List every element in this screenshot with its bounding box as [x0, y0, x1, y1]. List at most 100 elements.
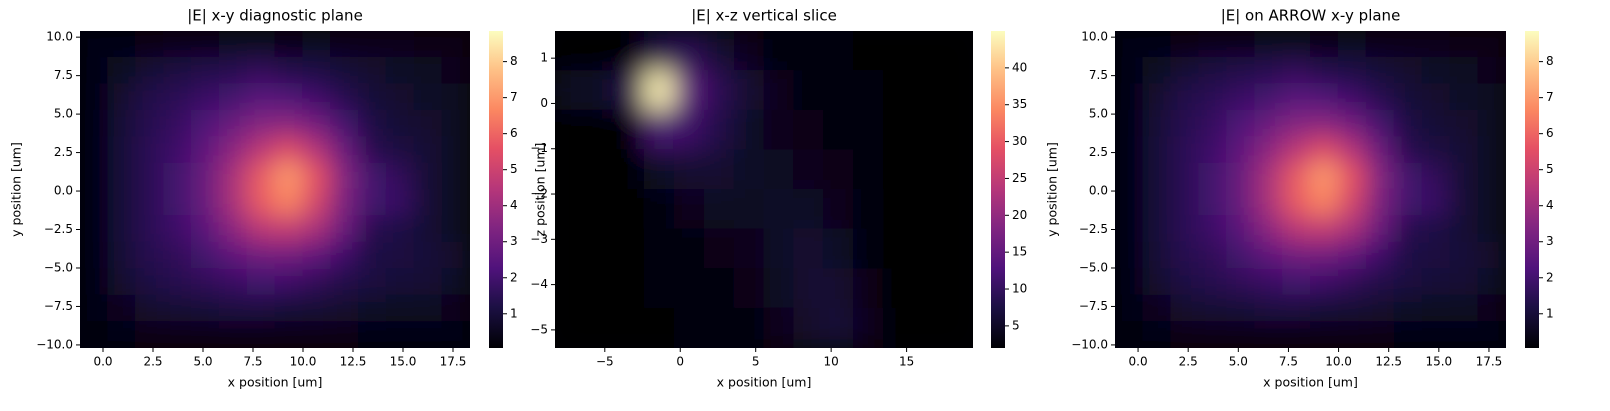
- heatmap-cell: [614, 109, 646, 151]
- heatmap-cells: [80, 31, 470, 348]
- heatmap-cell: [302, 31, 332, 58]
- heatmap-cell: [733, 149, 765, 190]
- heatmap-cell: [793, 268, 825, 309]
- heatmap-cell: [1142, 215, 1172, 243]
- heatmap-cell: [1170, 109, 1200, 138]
- heatmap-cell: [358, 31, 387, 58]
- heatmap-cell: [555, 31, 586, 72]
- heatmap-cell: [1310, 189, 1339, 217]
- heatmap-cell: [673, 70, 705, 111]
- y-tick-label: 2.5: [54, 145, 73, 159]
- heatmap-cell: [218, 215, 248, 243]
- heatmap-cell: [302, 215, 332, 243]
- heatmap-cell: [912, 70, 944, 111]
- x-tick-label: 0: [676, 355, 684, 369]
- heatmap-cell: [441, 321, 470, 348]
- heatmap-cell: [703, 70, 735, 111]
- heatmap-cell: [1365, 189, 1395, 217]
- heatmap-cell: [330, 83, 360, 111]
- x-tick-label: 2.5: [1179, 355, 1198, 369]
- heatmap-cell: [1226, 294, 1256, 323]
- heatmap-cell: [1310, 294, 1339, 323]
- y-tick-label: −5.0: [1079, 260, 1108, 274]
- heatmap-cell: [1142, 241, 1172, 270]
- heatmap-cell: [1115, 268, 1144, 296]
- heatmap-cell: [1393, 268, 1423, 296]
- heatmap-cell: [330, 162, 360, 190]
- y-tick-label: −7.5: [1079, 299, 1108, 313]
- y-tick-label: −5.0: [44, 260, 73, 274]
- heatmap-cell: [190, 294, 220, 323]
- y-tick-label: −10.0: [36, 337, 73, 351]
- heatmap-cell: [274, 241, 304, 270]
- heatmap-cell: [246, 83, 276, 111]
- heatmap-cell: [912, 109, 944, 151]
- heatmap-cell: [246, 241, 276, 270]
- heatmap-cell: [853, 109, 884, 151]
- heatmap-cell: [584, 149, 616, 190]
- heatmap-cell: [1310, 31, 1339, 58]
- heatmap-cell: [1421, 136, 1451, 164]
- heatmap-cell: [1226, 189, 1256, 217]
- heatmap-cell: [614, 307, 646, 348]
- y-tick-label: 7.5: [54, 68, 73, 82]
- heatmap-cell: [912, 31, 944, 72]
- heatmap-cell: [1254, 162, 1284, 190]
- heatmap-cell: [1115, 321, 1144, 348]
- heatmap-cell: [413, 241, 443, 270]
- heatmap-cell: [218, 109, 248, 138]
- heatmap-cell: [882, 268, 914, 309]
- heatmap-cell: [1198, 321, 1228, 348]
- heatmap: [80, 31, 470, 348]
- heatmap-cell: [703, 307, 735, 348]
- colorbar-tick-label: 6: [1546, 126, 1554, 140]
- heatmap-cell: [1282, 215, 1311, 243]
- heatmap-cell: [584, 31, 616, 72]
- heatmap-cell: [1310, 136, 1339, 164]
- heatmap-cell: [673, 189, 705, 230]
- heatmap-cell: [1170, 136, 1200, 164]
- heatmap-cell: [218, 31, 248, 58]
- heatmap-cell: [385, 215, 415, 243]
- heatmap-cell: [1477, 294, 1506, 323]
- heatmap-cell: [703, 189, 735, 230]
- y-tick-label: 0.0: [54, 184, 73, 198]
- y-tick-label: −4: [530, 277, 548, 291]
- heatmap-cell: [218, 56, 248, 85]
- heatmap-cell: [1198, 31, 1228, 58]
- heatmap-cell: [302, 268, 332, 296]
- heatmap-cell: [1477, 83, 1506, 111]
- heatmap-cell: [163, 31, 192, 58]
- heatmap-cell: [413, 136, 443, 164]
- colorbar-tick-label: 20: [1012, 208, 1027, 222]
- heatmap-cell: [823, 70, 855, 111]
- heatmap-cell: [733, 307, 765, 348]
- y-tick-label: 10.0: [1081, 30, 1108, 44]
- heatmap-cell: [441, 268, 470, 296]
- y-tick-label: −7.5: [44, 299, 73, 313]
- heatmap-cell: [107, 321, 137, 348]
- heatmap-cell: [853, 228, 884, 270]
- heatmap-cell: [413, 109, 443, 138]
- heatmap-cell: [793, 31, 825, 72]
- heatmap-cell: [330, 56, 360, 85]
- heatmap-cell: [912, 268, 944, 309]
- heatmap-cell: [413, 56, 443, 85]
- heatmap-cell: [1115, 83, 1144, 111]
- heatmap-cell: [1254, 189, 1284, 217]
- heatmap-cell: [218, 241, 248, 270]
- heatmap-cell: [163, 83, 192, 111]
- heatmap-cell: [733, 268, 765, 309]
- heatmap-cell: [1170, 321, 1200, 348]
- heatmap-cell: [1449, 136, 1479, 164]
- heatmap-cell: [1198, 136, 1228, 164]
- heatmap-cell: [80, 321, 109, 348]
- heatmap-cell: [912, 149, 944, 190]
- chart-title: |E| on ARROW x-y plane: [1221, 7, 1401, 25]
- heatmap-cell: [274, 321, 304, 348]
- heatmap-cell: [163, 294, 192, 323]
- y-tick-label: 10.0: [46, 30, 73, 44]
- heatmap-cell: [80, 83, 109, 111]
- heatmap-cell: [555, 149, 586, 190]
- heatmap-cell: [413, 162, 443, 190]
